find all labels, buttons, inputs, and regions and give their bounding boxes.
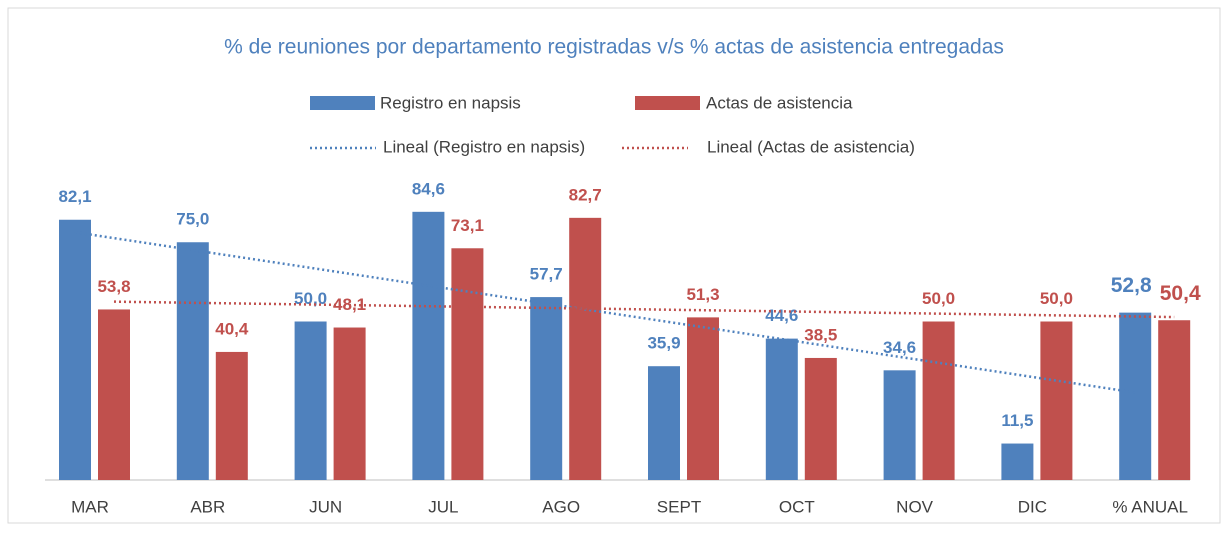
- data-label: 84,6: [412, 179, 445, 198]
- bar: [333, 327, 366, 480]
- trend-line: [113, 300, 1175, 319]
- legend-label: Lineal (Actas de asistencia): [707, 137, 915, 156]
- chart-title: % de reuniones por departamento registra…: [224, 36, 1004, 59]
- legend-swatch: [310, 96, 375, 110]
- data-label: 44,6: [765, 306, 798, 325]
- data-label: 34,6: [883, 338, 916, 357]
- bar: [569, 217, 602, 480]
- bar: [804, 357, 837, 480]
- bar: [883, 370, 916, 480]
- x-tick-label: NOV: [896, 497, 934, 516]
- bar: [922, 321, 955, 480]
- chart-frame: [7, 7, 1221, 524]
- x-tick-label: ABR: [190, 497, 225, 516]
- data-label: 50,0: [294, 289, 327, 308]
- data-label: 52,8: [1111, 274, 1152, 297]
- legend-swatch: [635, 96, 700, 110]
- bar: [765, 338, 798, 480]
- bar: [1040, 321, 1073, 480]
- data-label: 75,0: [176, 210, 209, 229]
- data-label: 57,7: [530, 265, 563, 284]
- x-tick-label: AGO: [542, 497, 580, 516]
- bar: [215, 351, 248, 480]
- data-label: 35,9: [647, 334, 680, 353]
- data-label: 38,5: [804, 325, 837, 344]
- data-label: 73,1: [451, 216, 484, 235]
- trend-line: [74, 230, 1136, 394]
- bar: [412, 211, 445, 480]
- bar: [98, 309, 130, 480]
- legend-label: Registro en napsis: [380, 93, 521, 112]
- data-label: 11,5: [1001, 411, 1033, 430]
- data-label: 50,4: [1160, 282, 1201, 305]
- data-label: 82,7: [569, 185, 602, 204]
- data-label: 51,3: [686, 285, 719, 304]
- data-label: 50,0: [1040, 289, 1073, 308]
- bar: [530, 297, 563, 480]
- bar: [294, 321, 327, 480]
- data-label: 50,0: [922, 289, 955, 308]
- x-tick-label: JUN: [309, 497, 342, 516]
- bar: [648, 366, 680, 480]
- data-label: 82,1: [58, 187, 91, 206]
- bar: [1119, 312, 1152, 480]
- x-tick-label: MAR: [71, 497, 109, 516]
- bar: [59, 219, 91, 481]
- x-tick-label: SEPT: [657, 497, 701, 516]
- bar: [1001, 443, 1034, 480]
- bar: [176, 242, 209, 480]
- x-tick-label: % ANUAL: [1112, 497, 1188, 516]
- bar: [451, 248, 484, 480]
- x-tick-label: DIC: [1018, 497, 1047, 516]
- bar: [1158, 320, 1191, 480]
- data-label: 53,8: [97, 277, 130, 296]
- x-tick-label: OCT: [779, 497, 815, 516]
- x-tick-label: JUL: [428, 497, 458, 516]
- bar: [687, 317, 719, 480]
- legend-label: Actas de asistencia: [706, 93, 853, 112]
- legend-label: Lineal (Registro en napsis): [383, 137, 585, 156]
- data-label: 40,4: [215, 319, 249, 338]
